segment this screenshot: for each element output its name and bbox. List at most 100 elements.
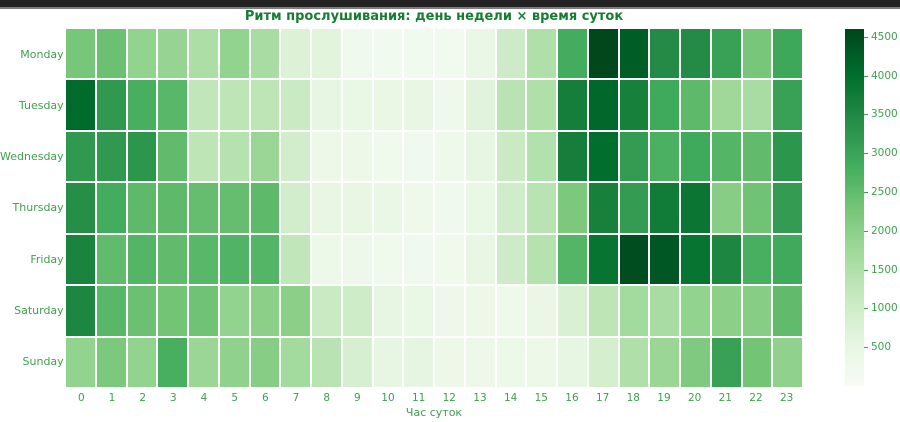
heatmap-cell <box>219 80 249 130</box>
heatmap-cell <box>619 183 649 233</box>
heatmap-cell <box>681 80 710 130</box>
heatmap-cell <box>404 183 433 233</box>
colorbar-tick-label: 4500 <box>871 30 898 43</box>
colorbar-tick-label: 1500 <box>871 263 898 276</box>
heatmap-cell <box>127 29 157 79</box>
heatmap-cell <box>66 337 95 387</box>
x-tick-label: 14 <box>503 392 518 404</box>
heatmap-cell <box>773 286 802 336</box>
heatmap-cell <box>496 183 526 233</box>
heatmap-cell <box>281 183 310 233</box>
x-tick-label: 6 <box>261 392 269 404</box>
heatmap-cell <box>742 80 772 130</box>
colorbar-tick-label: 3000 <box>871 147 898 160</box>
heatmap-cell <box>681 29 710 79</box>
colorbar-tick-mark <box>864 153 868 155</box>
heatmap-cell <box>527 80 556 130</box>
heatmap-cell <box>588 234 618 285</box>
heatmap-cell <box>465 337 495 387</box>
heatmap-cell <box>66 286 95 336</box>
heatmap-cell <box>219 337 249 387</box>
heatmap-cell <box>219 234 249 285</box>
heatmap-cell <box>404 29 433 79</box>
x-tick-label: 23 <box>779 392 794 404</box>
x-tick-label: 12 <box>442 392 456 404</box>
heatmap-cell <box>312 131 341 182</box>
x-tick-label: 15 <box>534 392 548 404</box>
heatmap-cell <box>66 131 95 182</box>
colorbar-tick-mark <box>864 308 868 310</box>
heatmap-cell <box>342 29 372 79</box>
heatmap-cell <box>250 286 280 336</box>
heatmap-cell <box>189 183 218 233</box>
heatmap-cell <box>650 337 679 387</box>
colorbar-tick-mark <box>864 347 868 349</box>
heatmap-cell <box>496 80 526 130</box>
heatmap-cell <box>558 80 587 130</box>
colorbar-tick-label: 4000 <box>871 69 898 82</box>
heatmap-cell <box>773 29 802 79</box>
chart-title: Ритм прослушивания: день недели × время … <box>244 9 624 24</box>
heatmap-cell <box>127 131 157 182</box>
heatmap-cell <box>66 234 95 285</box>
heatmap-cell <box>281 80 310 130</box>
heatmap-cell <box>189 80 218 130</box>
heatmap-cell <box>404 337 433 387</box>
heatmap-cell <box>742 234 772 285</box>
heatmap-cell <box>404 80 433 130</box>
heatmap-cell <box>435 183 464 233</box>
heatmap-cell <box>281 131 310 182</box>
heatmap-cell <box>496 234 526 285</box>
heatmap-cell <box>465 80 495 130</box>
heatmap-cell <box>742 183 772 233</box>
heatmap-cell <box>250 183 280 233</box>
colorbar-tick-label: 2000 <box>871 224 898 237</box>
heatmap-cell <box>435 80 464 130</box>
heatmap-cell <box>435 286 464 336</box>
heatmap-cell <box>558 234 587 285</box>
x-tick-label: 5 <box>231 392 238 404</box>
x-tick-label: 21 <box>718 392 732 404</box>
heatmap-cell <box>496 286 526 336</box>
heatmap-cell <box>681 337 710 387</box>
heatmap-cell <box>742 337 772 387</box>
heatmap-cell <box>619 286 649 336</box>
x-tick-label: 7 <box>292 392 300 404</box>
heatmap-cell <box>250 80 280 130</box>
heatmap-cell <box>588 337 618 387</box>
heatmap-cell <box>189 234 218 285</box>
heatmap-cell <box>742 29 772 79</box>
y-tick-label: Wednesday <box>0 150 64 164</box>
heatmap-cell <box>66 80 95 130</box>
heatmap-cell <box>619 80 649 130</box>
heatmap-cell <box>588 131 618 182</box>
heatmap-cell <box>373 183 403 233</box>
heatmap-cell <box>558 286 587 336</box>
heatmap-cell <box>96 29 126 79</box>
heatmap-cell <box>681 234 710 285</box>
heatmap-cell <box>527 337 556 387</box>
colorbar-tick-mark <box>864 75 868 77</box>
heatmap-cell <box>773 131 802 182</box>
heatmap-cell <box>127 183 157 233</box>
x-tick-label: 0 <box>77 392 85 404</box>
heatmap-cell <box>312 183 341 233</box>
heatmap-cell <box>342 183 372 233</box>
x-tick-label: 2 <box>139 392 146 404</box>
colorbar-tick-label: 2500 <box>871 185 898 198</box>
x-tick-label: 16 <box>565 392 579 404</box>
heatmap-cell <box>127 80 157 130</box>
y-tick-label: Tuesday <box>18 99 64 113</box>
x-axis-title: Час суток <box>405 406 463 419</box>
colorbar-tick-mark <box>864 230 868 232</box>
heatmap-cell <box>711 80 741 130</box>
heatmap-cell <box>773 80 802 130</box>
heatmap-cell <box>219 286 249 336</box>
heatmap-cell <box>588 183 618 233</box>
heatmap-cell <box>250 29 280 79</box>
heatmap-cell <box>619 29 649 79</box>
heatmap-cell <box>404 286 433 336</box>
x-tick-label: 18 <box>626 392 640 404</box>
heatmap-cell <box>96 80 126 130</box>
heatmap-cell <box>158 80 187 130</box>
